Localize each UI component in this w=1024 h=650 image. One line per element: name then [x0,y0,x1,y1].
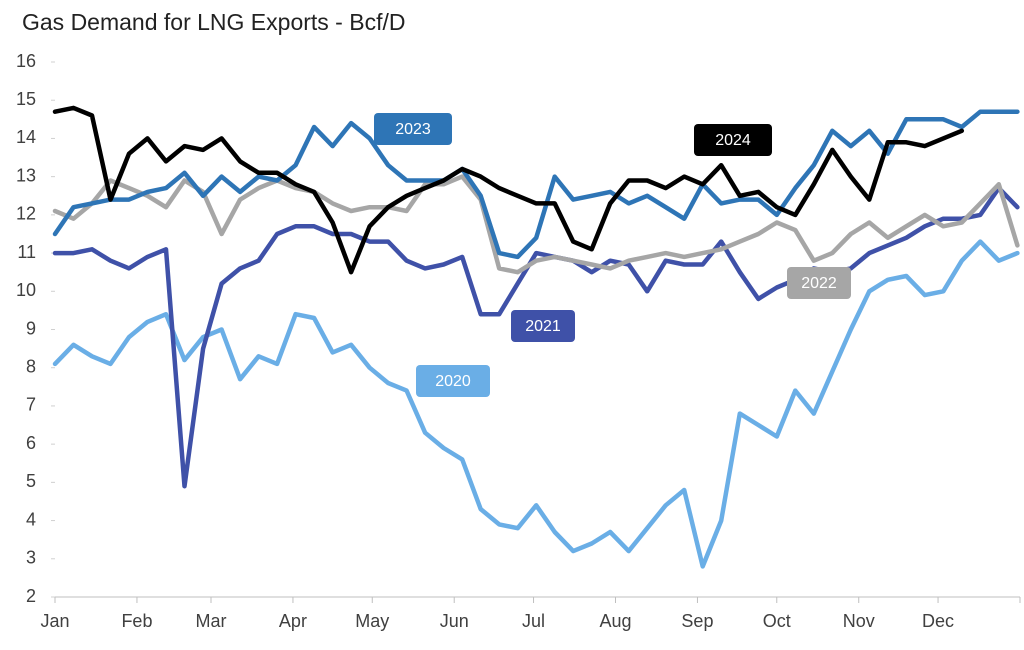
x-tick-label: Jan [40,611,69,631]
y-tick-label: 14 [16,127,36,147]
legend-label: 2022 [801,275,837,292]
series-line [52,174,1020,275]
y-tick-label: 15 [16,89,36,109]
legend-box [787,267,851,299]
x-tick-label: Feb [121,611,152,631]
series-line [52,185,1020,489]
chart-title: Gas Demand for LNG Exports - Bcf/D [22,9,405,35]
series-line [52,239,1020,569]
y-tick-label: 3 [26,548,36,568]
x-tick-label: Dec [922,611,954,631]
legend-box [416,365,490,397]
x-tick-label: Mar [195,611,226,631]
series-line [52,109,1020,260]
y-tick-label: 13 [16,165,36,185]
y-tick-label: 16 [16,51,36,71]
series-line [52,105,965,275]
y-tick-label: 11 [17,242,36,262]
x-tick-label: Nov [843,611,875,631]
x-tick-label: Jul [522,611,545,631]
x-tick-label: Oct [763,611,791,631]
y-tick-label: 8 [26,356,36,376]
y-tick-label: 12 [16,204,36,224]
x-tick-label: Aug [599,611,631,631]
y-tick-label: 4 [26,509,36,529]
y-tick-label: 5 [26,471,36,491]
legend-box [374,113,452,145]
x-tick-label: Jun [440,611,469,631]
legend-label: 2023 [395,121,431,138]
y-tick-label: 2 [26,586,36,606]
legend-label: 2024 [715,132,751,149]
legend-label: 2021 [525,318,561,335]
legend-label: 2020 [435,373,471,390]
y-tick-label: 6 [26,433,36,453]
x-tick-label: Apr [279,611,307,631]
y-tick-label: 7 [26,395,36,415]
legend-box [694,124,772,156]
y-tick-label: 9 [26,318,36,338]
legend-box [511,310,575,342]
x-tick-label: May [355,611,389,631]
x-tick-label: Sep [681,611,713,631]
y-tick-label: 10 [16,280,36,300]
